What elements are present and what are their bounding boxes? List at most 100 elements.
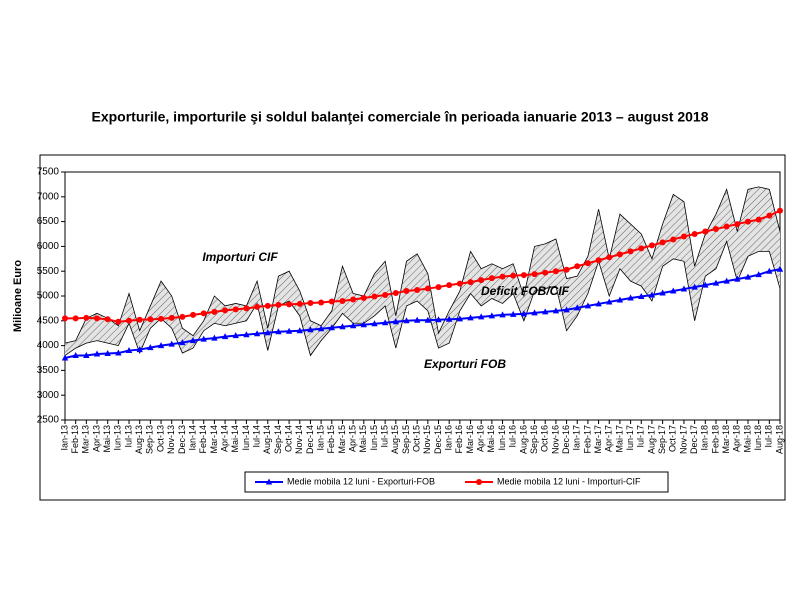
point bbox=[574, 304, 581, 311]
x-tick-label: Mar-16 bbox=[465, 425, 475, 454]
point bbox=[179, 339, 186, 346]
point bbox=[104, 316, 111, 323]
point bbox=[638, 245, 645, 252]
x-tick-label: Iun-14 bbox=[241, 425, 251, 451]
point bbox=[734, 221, 741, 228]
legend-label: Medie mobila 12 luni - Importuri-CIF bbox=[497, 476, 641, 486]
point bbox=[83, 352, 90, 359]
point bbox=[744, 218, 751, 225]
annotation: Exporturi FOB bbox=[424, 357, 506, 371]
y-tick-label: 3000 bbox=[37, 390, 60, 401]
x-tick-label: Apr-17 bbox=[604, 425, 614, 452]
point bbox=[371, 320, 378, 327]
x-tick-label: Iul-15 bbox=[380, 425, 390, 448]
point bbox=[339, 297, 346, 304]
point bbox=[595, 300, 602, 307]
point bbox=[275, 301, 282, 308]
point bbox=[531, 271, 538, 278]
x-tick-label: Oct-14 bbox=[283, 425, 293, 452]
x-tick-label: Ian-17 bbox=[572, 425, 582, 451]
point bbox=[72, 352, 79, 359]
y-tick-label: 6500 bbox=[37, 216, 60, 227]
point bbox=[286, 301, 293, 308]
point bbox=[115, 318, 122, 325]
x-tick-label: Feb-13 bbox=[70, 425, 80, 454]
y-tick-label: 6000 bbox=[37, 241, 60, 252]
point bbox=[691, 231, 698, 237]
chart-frame bbox=[39, 154, 786, 501]
point bbox=[584, 260, 591, 267]
x-tick-label: Iul-18 bbox=[764, 425, 774, 448]
point bbox=[168, 340, 175, 347]
point bbox=[275, 328, 282, 335]
point bbox=[339, 323, 346, 330]
point bbox=[435, 316, 442, 323]
point bbox=[232, 332, 239, 339]
point bbox=[200, 335, 207, 342]
point bbox=[456, 280, 463, 287]
point bbox=[776, 265, 784, 272]
point bbox=[168, 314, 175, 321]
x-tick-label: Iun-15 bbox=[369, 425, 379, 451]
x-tick-label: Ian-15 bbox=[315, 425, 325, 451]
point bbox=[499, 311, 506, 318]
point bbox=[670, 236, 677, 243]
point bbox=[520, 272, 527, 279]
point bbox=[62, 315, 68, 322]
point bbox=[734, 275, 741, 282]
point bbox=[702, 228, 709, 235]
y-tick-label: 5000 bbox=[37, 291, 60, 302]
x-tick-label: Iul-14 bbox=[251, 425, 261, 448]
x-tick-label: Oct-16 bbox=[540, 425, 550, 452]
x-tick-label: Ian-18 bbox=[700, 425, 710, 451]
x-tick-label: Nov-16 bbox=[550, 425, 560, 454]
x-tick-label: Apr-14 bbox=[219, 425, 229, 452]
point bbox=[638, 292, 645, 299]
point bbox=[307, 326, 314, 333]
point bbox=[542, 269, 549, 276]
point bbox=[382, 292, 389, 299]
point bbox=[403, 288, 410, 295]
point bbox=[520, 310, 528, 317]
point bbox=[488, 275, 495, 282]
point bbox=[680, 285, 688, 292]
point bbox=[392, 318, 400, 325]
x-tick-label: Apr-16 bbox=[476, 425, 486, 452]
y-tick-label: 7000 bbox=[37, 191, 60, 202]
annotation: Importuri CIF bbox=[202, 250, 278, 264]
x-tick-label: Apr-15 bbox=[348, 425, 358, 452]
point bbox=[328, 298, 335, 305]
y-tick-label: 7500 bbox=[37, 167, 60, 178]
x-tick-label: Aug-15 bbox=[390, 425, 400, 454]
x-tick-label: Aug-14 bbox=[262, 425, 272, 454]
point bbox=[232, 306, 239, 313]
point bbox=[456, 315, 464, 322]
point bbox=[253, 330, 261, 337]
point bbox=[595, 257, 602, 264]
legend-marker bbox=[476, 479, 482, 485]
y-tick-label: 5500 bbox=[37, 266, 60, 277]
x-tick-label: Iul-13 bbox=[123, 425, 133, 448]
point bbox=[755, 216, 762, 223]
point bbox=[61, 354, 69, 361]
x-tick-label: Ian-13 bbox=[59, 425, 69, 451]
point bbox=[94, 315, 101, 322]
point bbox=[93, 350, 101, 357]
point bbox=[136, 346, 143, 353]
x-tick-label: Nov-13 bbox=[166, 425, 176, 454]
point bbox=[744, 273, 752, 280]
x-tick-label: Mar-17 bbox=[593, 425, 603, 454]
y-tick-label: 2500 bbox=[37, 415, 60, 426]
x-tick-label: Apr-18 bbox=[732, 425, 742, 452]
point bbox=[702, 281, 709, 288]
x-tick-label: Mar-15 bbox=[337, 425, 347, 454]
x-tick-label: Dec-13 bbox=[177, 425, 187, 454]
point bbox=[243, 331, 250, 338]
point bbox=[392, 290, 399, 297]
point bbox=[584, 302, 592, 309]
x-tick-label: Aug-18 bbox=[774, 425, 784, 454]
x-tick-label: Feb-14 bbox=[198, 425, 208, 454]
x-tick-label: Aug-13 bbox=[134, 425, 144, 454]
point bbox=[777, 207, 783, 214]
point bbox=[648, 291, 656, 298]
